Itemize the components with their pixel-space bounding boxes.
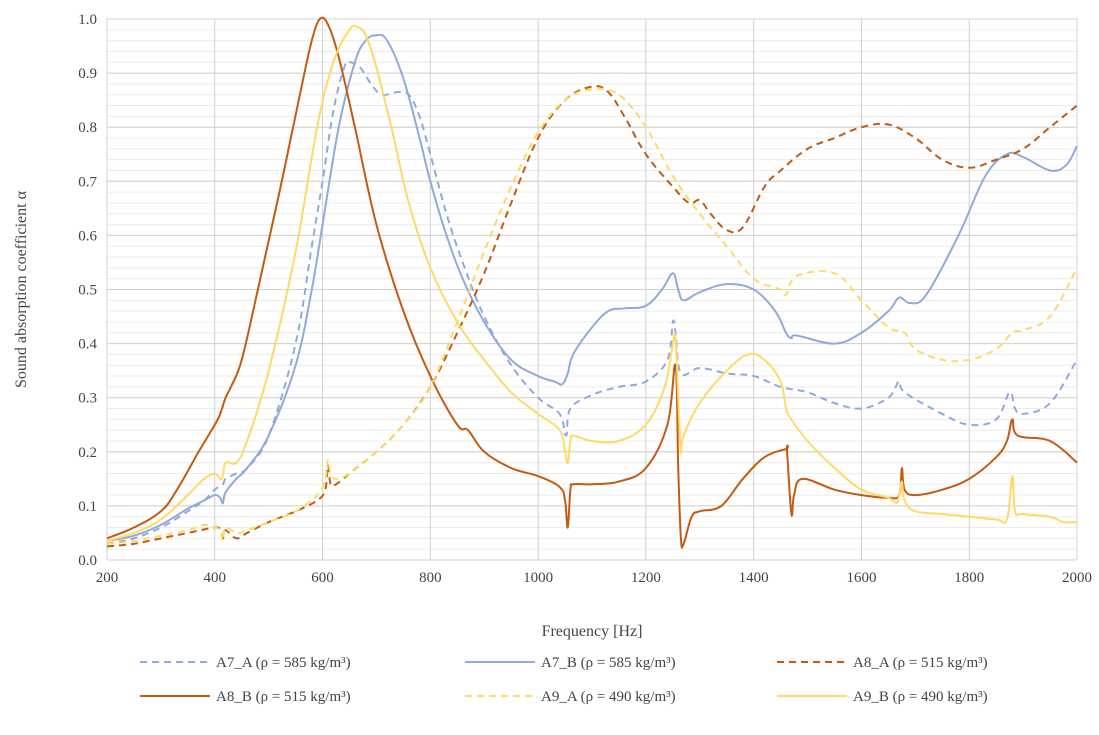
- y-tick-label: 0.5: [78, 283, 97, 299]
- y-tick-label: 1.0: [78, 12, 97, 28]
- legend-label-a8-b: A8_B (ρ = 515 kg/m³): [216, 689, 351, 705]
- y-tick-label: 0.8: [78, 120, 97, 136]
- y-tick-label: 0.6: [78, 228, 97, 244]
- x-tick-labels: 200 400 600 800 1000 1200 1400 1600 1800 2000: [96, 570, 1092, 586]
- y-tick-label: 0.9: [78, 66, 97, 82]
- y-tick-label: 0.2: [78, 445, 97, 461]
- legend-label-a9-b: A9_B (ρ = 490 kg/m³): [853, 689, 988, 705]
- legend-label-a7-a: A7_A (ρ = 585 kg/m³): [216, 655, 351, 671]
- x-tick-label: 800: [419, 570, 442, 586]
- y-tick-labels: 0.0 0.1 0.2 0.3 0.4 0.5 0.6 0.7 0.8 0.9 1.0: [78, 12, 97, 569]
- y-tick-label: 0.7: [78, 174, 97, 190]
- y-tick-label: 0.1: [78, 499, 97, 515]
- series-line-a7-b: [106, 33, 1078, 543]
- x-tick-label: 400: [204, 570, 227, 586]
- major-gridlines: [106, 18, 1078, 561]
- legend: A7_A (ρ = 585 kg/m³) A7_B (ρ = 585 kg/m³)…: [140, 655, 988, 705]
- legend-label-a9-a: A9_A (ρ = 490 kg/m³): [541, 689, 676, 705]
- series-line-a7-a: [106, 60, 1078, 545]
- x-tick-label: 1200: [631, 570, 661, 586]
- series-line-a9-b: [106, 24, 1078, 543]
- y-tick-label: 0.4: [78, 337, 97, 353]
- y-tick-label: 0.3: [78, 391, 97, 407]
- x-axis-title: Frequency [Hz]: [542, 623, 643, 640]
- x-tick-label: 200: [96, 570, 119, 586]
- series-line-a8-b: [106, 16, 1078, 549]
- legend-label-a7-b: A7_B (ρ = 585 kg/m³): [541, 655, 676, 671]
- x-tick-label: 600: [311, 570, 334, 586]
- x-tick-label: 1000: [523, 570, 553, 586]
- x-tick-label: 1800: [954, 570, 984, 586]
- legend-label-a8-a: A8_A (ρ = 515 kg/m³): [853, 655, 988, 671]
- x-tick-label: 1400: [739, 570, 769, 586]
- series-lines: [106, 16, 1078, 549]
- series-line-a8-a: [106, 85, 1078, 548]
- x-tick-label: 2000: [1062, 570, 1092, 586]
- y-tick-label: 0.0: [78, 553, 97, 569]
- x-tick-label: 1600: [846, 570, 876, 586]
- series-line-a9-a: [106, 87, 1078, 545]
- y-axis-title: Sound absorption coefficient α: [13, 190, 30, 388]
